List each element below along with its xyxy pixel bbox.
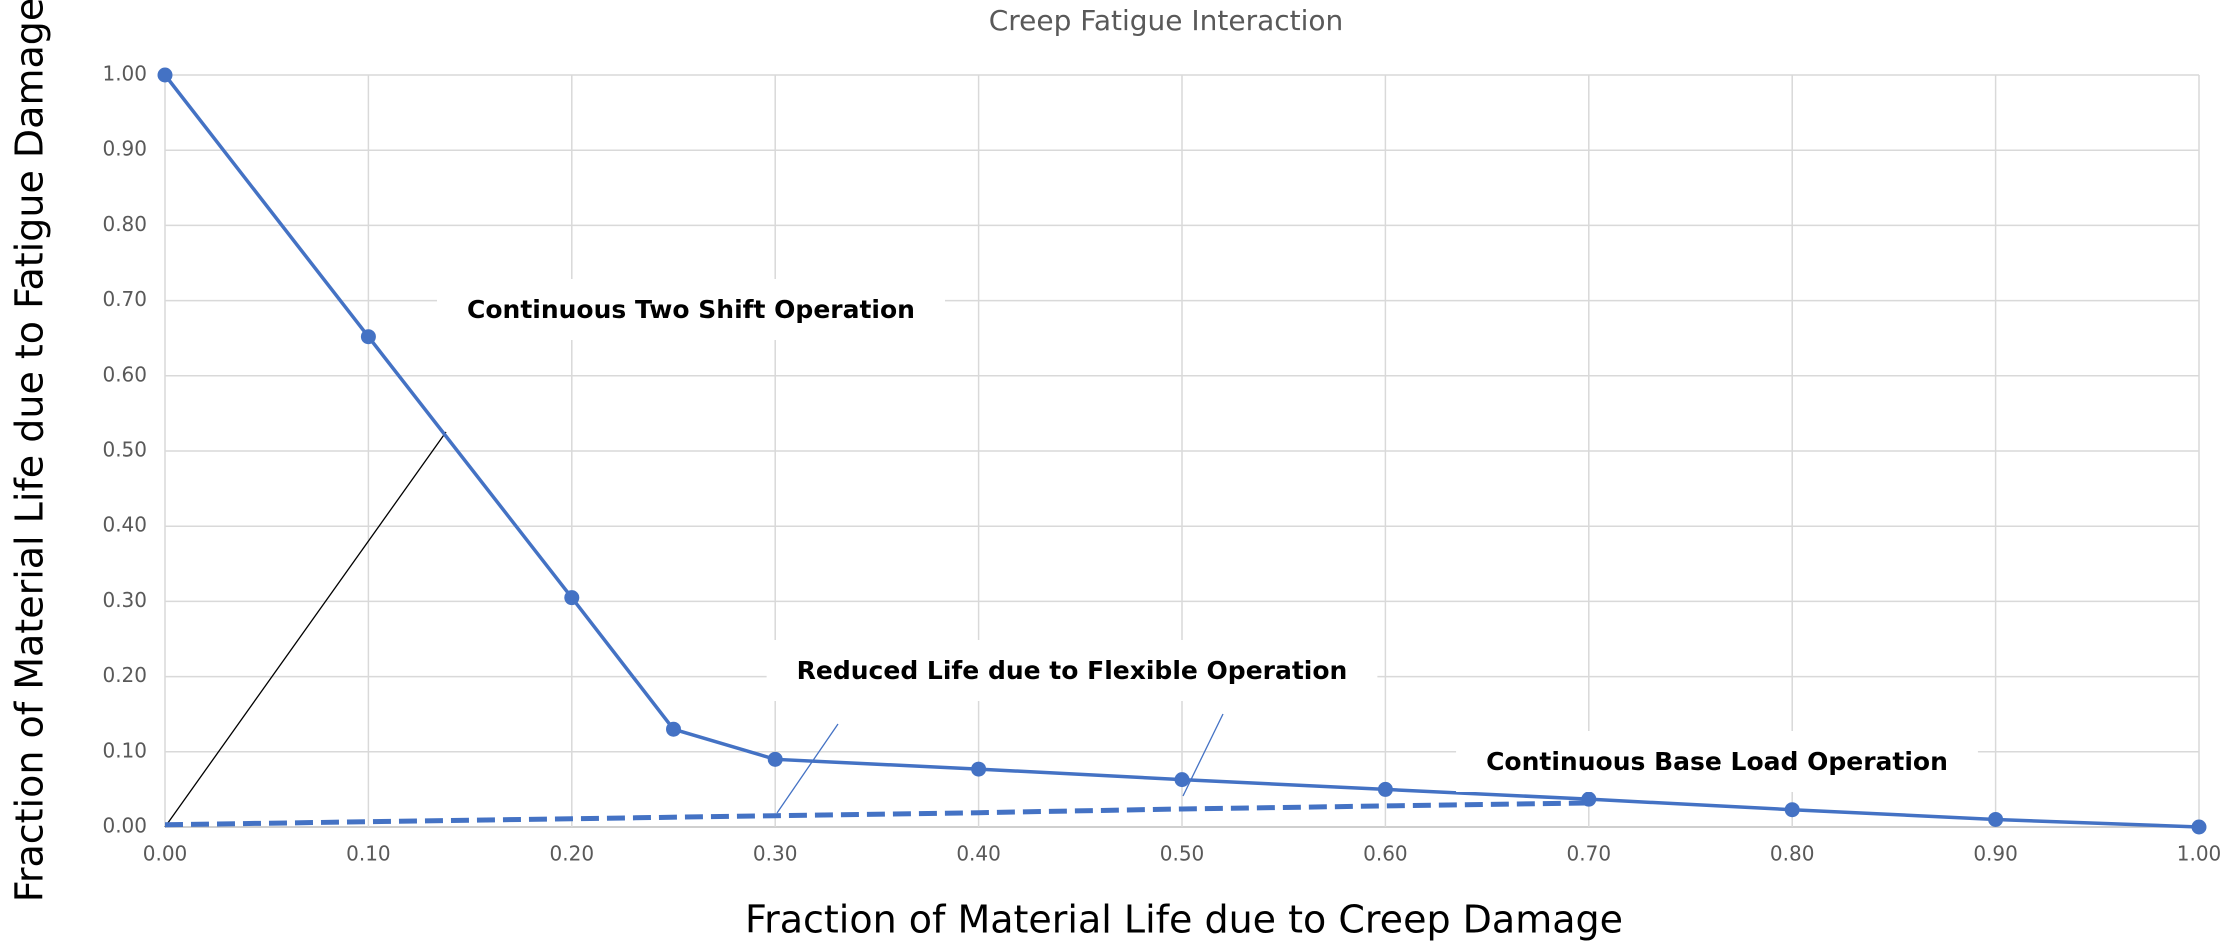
x-axis-title: Fraction of Material Life due to Creep D… [745,898,1623,941]
annotation: Continuous Base Load Operation [1486,747,1948,776]
marker [971,761,987,777]
x-tick-label: 0.20 [550,842,595,866]
y-tick-label: 0.50 [102,438,147,462]
marker [767,751,783,767]
x-tick-label: 0.10 [346,842,391,866]
x-tick-label: 0.30 [753,842,798,866]
marker [1174,772,1190,788]
marker [1377,781,1393,797]
x-tick-label: 0.40 [956,842,1001,866]
leader-line [776,723,839,814]
y-tick-label: 0.90 [102,137,147,161]
x-tick-label: 0.90 [1973,842,2018,866]
x-tick-label: 0.80 [1770,842,1815,866]
series-line [164,800,1589,828]
y-tick-label: 0.80 [102,212,147,236]
marker [666,721,681,737]
series-line [163,73,2200,829]
annotation: Reduced Life due to Flexible Operation [797,656,1348,685]
y-tick-label: 0.70 [102,287,147,311]
x-tick-label: 0.00 [143,842,188,866]
annotation: Continuous Two Shift Operation [467,295,915,324]
leader-line [1182,713,1224,797]
y-tick-label: 0.30 [102,588,147,612]
x-tick-label: 0.70 [1567,842,1612,866]
chart-title: Creep Fatigue Interaction [989,4,1344,37]
y-tick-label: 0.60 [102,362,147,386]
y-tick-label: 0.10 [102,738,147,762]
y-tick-label: 0.40 [102,513,147,537]
leader-line [164,431,447,828]
annotation-background [437,279,945,340]
y-tick-label: 0.00 [102,814,147,838]
x-tick-label: 0.50 [1160,842,1205,866]
y-axis-title: Fraction of Material Life due to Fatigue… [8,0,52,902]
y-tick-label: 0.20 [102,663,147,687]
marker [157,67,173,83]
marker [1988,811,2004,827]
marker [2191,819,2207,835]
x-tick-label: 0.60 [1363,842,1408,866]
annotation-background [1456,731,1978,792]
y-tick-label: 1.00 [102,62,147,86]
marker [1784,802,1800,818]
annotation-background [766,640,1378,701]
marker [360,329,376,345]
marker [564,590,580,606]
x-tick-label: 1.00 [2177,842,2222,866]
